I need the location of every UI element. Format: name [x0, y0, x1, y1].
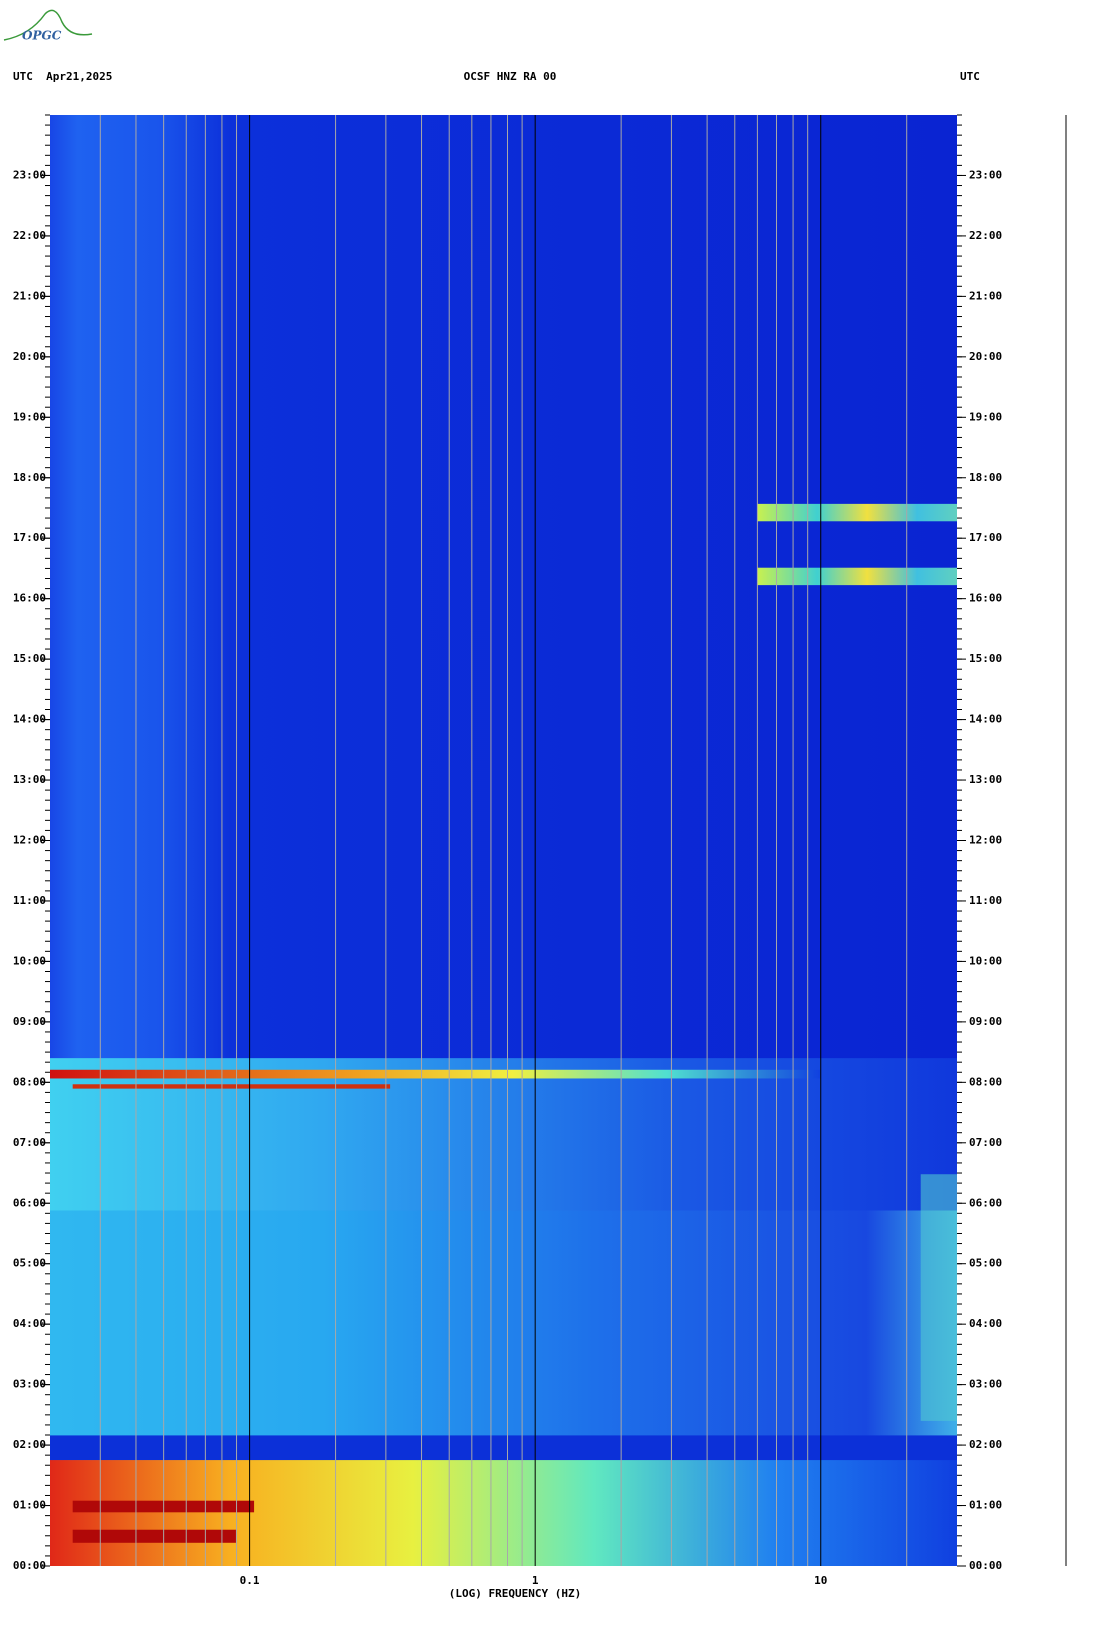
- x-tick-label: 0.1: [240, 1574, 260, 1587]
- y-tick-label: 00:00: [13, 1559, 46, 1572]
- y-tick-label: 19:00: [13, 410, 46, 423]
- y-tick-label: 04:00: [13, 1317, 46, 1330]
- y-tick-label-right: 17:00: [969, 531, 1002, 544]
- chart-title: OCSF HNZ RA 00: [464, 70, 557, 83]
- x-tick-label: 1: [532, 1574, 539, 1587]
- y-tick-label: 11:00: [13, 894, 46, 907]
- right-label: UTC: [960, 70, 980, 83]
- y-tick-label-right: 20:00: [969, 350, 1002, 363]
- y-tick-label-right: 06:00: [969, 1196, 1002, 1209]
- y-tick-label-right: 08:00: [969, 1075, 1002, 1088]
- y-tick-label: 21:00: [13, 289, 46, 302]
- y-tick-label-right: 11:00: [969, 894, 1002, 907]
- y-tick-label: 23:00: [13, 168, 46, 181]
- y-tick-label: 17:00: [13, 531, 46, 544]
- y-tick-label-right: 04:00: [969, 1317, 1002, 1330]
- y-tick-label: 05:00: [13, 1257, 46, 1270]
- y-tick-label-right: 00:00: [969, 1559, 1002, 1572]
- y-tick-label-right: 18:00: [969, 471, 1002, 484]
- y-tick-label-right: 22:00: [969, 229, 1002, 242]
- y-tick-label: 02:00: [13, 1438, 46, 1451]
- x-tick-label: 10: [814, 1574, 827, 1587]
- y-tick-label-right: 15:00: [969, 652, 1002, 665]
- y-tick-label: 08:00: [13, 1075, 46, 1088]
- y-tick-label-right: 21:00: [969, 289, 1002, 302]
- y-tick-label: 03:00: [13, 1378, 46, 1391]
- logo-text: OPGC: [22, 29, 62, 43]
- y-tick-label: 07:00: [13, 1136, 46, 1149]
- spectrogram-image: [50, 115, 957, 1566]
- x-axis-label: (LOG) FREQUENCY (HZ): [449, 1587, 581, 1600]
- y-tick-label-right: 12:00: [969, 834, 1002, 847]
- y-tick-label-right: 07:00: [969, 1136, 1002, 1149]
- y-tick-label-right: 05:00: [969, 1257, 1002, 1270]
- y-tick-label: 16:00: [13, 592, 46, 605]
- y-tick-label: 18:00: [13, 471, 46, 484]
- y-tick-label: 13:00: [13, 773, 46, 786]
- y-tick-label: 22:00: [13, 229, 46, 242]
- y-tick-label: 10:00: [13, 954, 46, 967]
- y-tick-label-right: 23:00: [969, 168, 1002, 181]
- logo: OPGC: [3, 9, 93, 43]
- y-tick-label-right: 03:00: [969, 1378, 1002, 1391]
- y-tick-label-right: 14:00: [969, 713, 1002, 726]
- y-tick-label-right: 19:00: [969, 410, 1002, 423]
- y-tick-label-right: 02:00: [969, 1438, 1002, 1451]
- date-label: UTC Apr21,2025: [13, 70, 112, 83]
- y-tick-label-right: 16:00: [969, 592, 1002, 605]
- y-tick-label-right: 13:00: [969, 773, 1002, 786]
- y-tick-label: 01:00: [13, 1499, 46, 1512]
- y-tick-label: 09:00: [13, 1015, 46, 1028]
- y-tick-label: 14:00: [13, 713, 46, 726]
- y-tick-label-right: 09:00: [969, 1015, 1002, 1028]
- y-tick-label: 20:00: [13, 350, 46, 363]
- y-tick-label-right: 01:00: [969, 1499, 1002, 1512]
- y-tick-label-right: 10:00: [969, 954, 1002, 967]
- y-tick-label: 06:00: [13, 1196, 46, 1209]
- y-tick-label: 12:00: [13, 834, 46, 847]
- y-tick-label: 15:00: [13, 652, 46, 665]
